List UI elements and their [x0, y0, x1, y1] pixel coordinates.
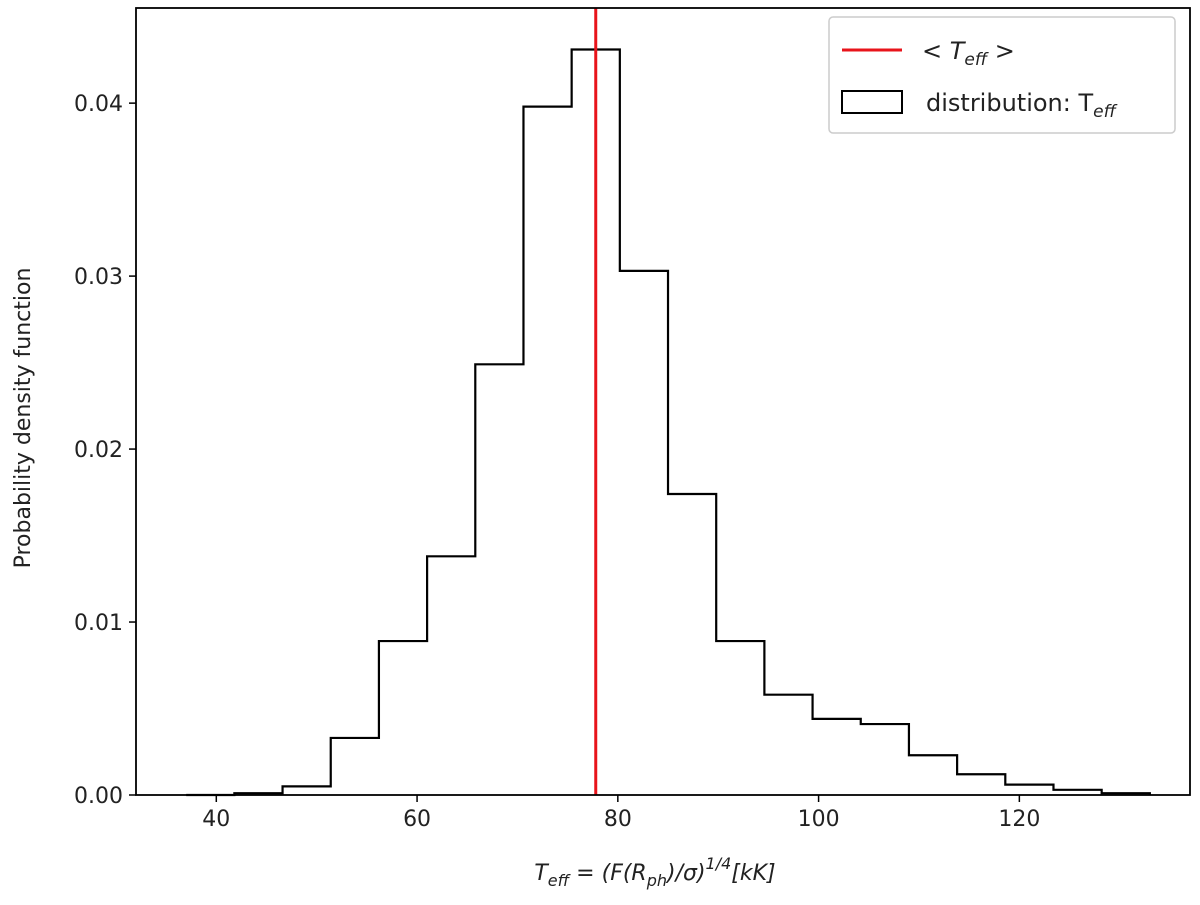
x-label-rest: )/σ) — [665, 861, 706, 886]
x-tick-label: 60 — [403, 807, 431, 832]
legend-mean-sub: eff — [964, 50, 988, 70]
x-tick-label: 120 — [998, 807, 1040, 832]
legend-dist-label: distribution: Teff — [926, 89, 1118, 122]
histogram-bar — [668, 494, 716, 795]
plot-area: 40 60 80 100 120 0.00 0.01 0.02 0.03 0.04 — [74, 7, 1191, 832]
x-tick-label: 80 — [604, 807, 632, 832]
x-tick-label: 40 — [202, 807, 230, 832]
x-label-ph-sub: ph — [646, 871, 667, 890]
y-axis-label: Probability density function — [11, 268, 36, 569]
histogram-bar — [861, 724, 909, 795]
legend-mean-left: < T — [922, 37, 967, 65]
x-label-t: T — [534, 861, 549, 886]
x-tick-label: 100 — [798, 807, 840, 832]
y-tick-label: 0.00 — [74, 784, 123, 809]
legend-mean-label: < Teff > — [922, 37, 1015, 70]
x-axis-label: Teff = (F(Rph)/σ)1/4[kK] — [534, 854, 775, 890]
histogram-bar — [427, 556, 475, 795]
x-label-eq: = (F(R — [569, 861, 647, 886]
legend-dist-sub: eff — [1093, 102, 1117, 122]
x-label-eff-sub: eff — [548, 871, 572, 890]
histogram-bar — [523, 107, 571, 795]
y-tick-label: 0.01 — [74, 611, 123, 636]
histogram-outline — [186, 48, 1151, 797]
legend-dist-swatch — [841, 90, 903, 114]
y-tick-label: 0.04 — [74, 92, 123, 117]
histogram-bar — [764, 695, 812, 795]
histogram-bar — [475, 364, 523, 795]
y-tick-label: 0.03 — [74, 265, 123, 290]
histogram-bar — [957, 774, 1005, 795]
histogram-bar — [1005, 785, 1053, 795]
x-label-sup: 1/4 — [706, 854, 732, 873]
legend-dist-text: distribution: T — [926, 89, 1093, 117]
histogram-bar — [331, 738, 379, 795]
legend-frame — [828, 16, 1176, 134]
histogram-bar — [379, 641, 427, 795]
histogram-bar — [813, 719, 861, 795]
histogram-bar — [283, 786, 331, 795]
legend-mean-right: > — [987, 37, 1015, 65]
legend: < Teff > distribution: Teff — [828, 16, 1176, 134]
histogram-bar — [716, 641, 764, 795]
histogram-bar — [909, 755, 957, 795]
x-label-unit: [kK] — [731, 861, 775, 886]
y-tick-label: 0.02 — [74, 438, 123, 463]
plot-frame — [135, 7, 1191, 796]
histogram-bar — [620, 271, 668, 795]
